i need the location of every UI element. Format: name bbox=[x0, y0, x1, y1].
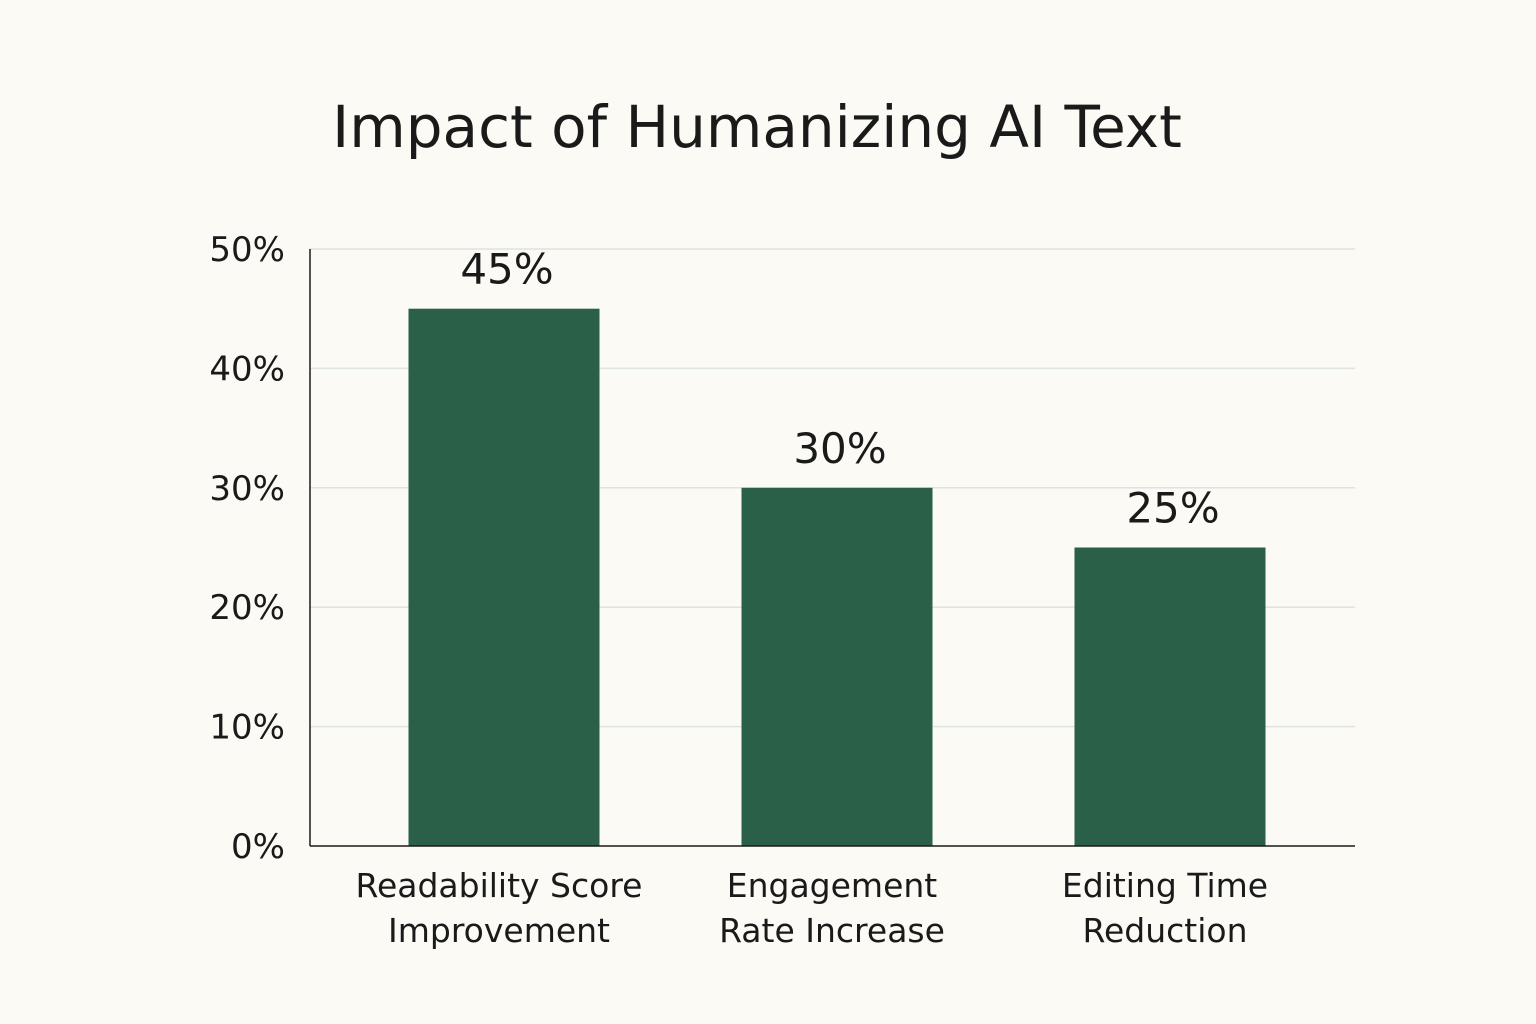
y-tick-label: 40% bbox=[209, 349, 285, 389]
y-tick-labels: 0% 10% 20% 30% 40% 50% bbox=[209, 230, 285, 867]
bar bbox=[408, 308, 600, 846]
category-label: Rate Increase bbox=[719, 911, 945, 950]
value-label: 45% bbox=[460, 245, 553, 294]
value-label: 25% bbox=[1126, 484, 1219, 533]
chart-title: Impact of Humanizing AI Text bbox=[332, 93, 1182, 161]
y-tick-label: 50% bbox=[209, 230, 285, 270]
bars bbox=[408, 308, 1266, 846]
bar bbox=[741, 487, 933, 846]
axes bbox=[309, 249, 1355, 847]
category-labels: Readability Score Improvement Engagement Ra… bbox=[356, 866, 1269, 950]
value-label: 30% bbox=[793, 424, 886, 473]
y-tick-label: 0% bbox=[231, 827, 285, 867]
value-labels: 45% 30% 25% bbox=[460, 245, 1219, 533]
bar bbox=[1074, 547, 1266, 846]
category-label: Readability Score bbox=[356, 866, 643, 905]
category-label: Engagement bbox=[727, 866, 938, 905]
category-label: Editing Time bbox=[1062, 866, 1268, 905]
y-tick-label: 30% bbox=[209, 469, 285, 509]
category-label: Improvement bbox=[388, 911, 610, 950]
y-tick-label: 10% bbox=[209, 708, 285, 748]
category-label: Reduction bbox=[1083, 911, 1248, 950]
y-tick-label: 20% bbox=[209, 588, 285, 628]
